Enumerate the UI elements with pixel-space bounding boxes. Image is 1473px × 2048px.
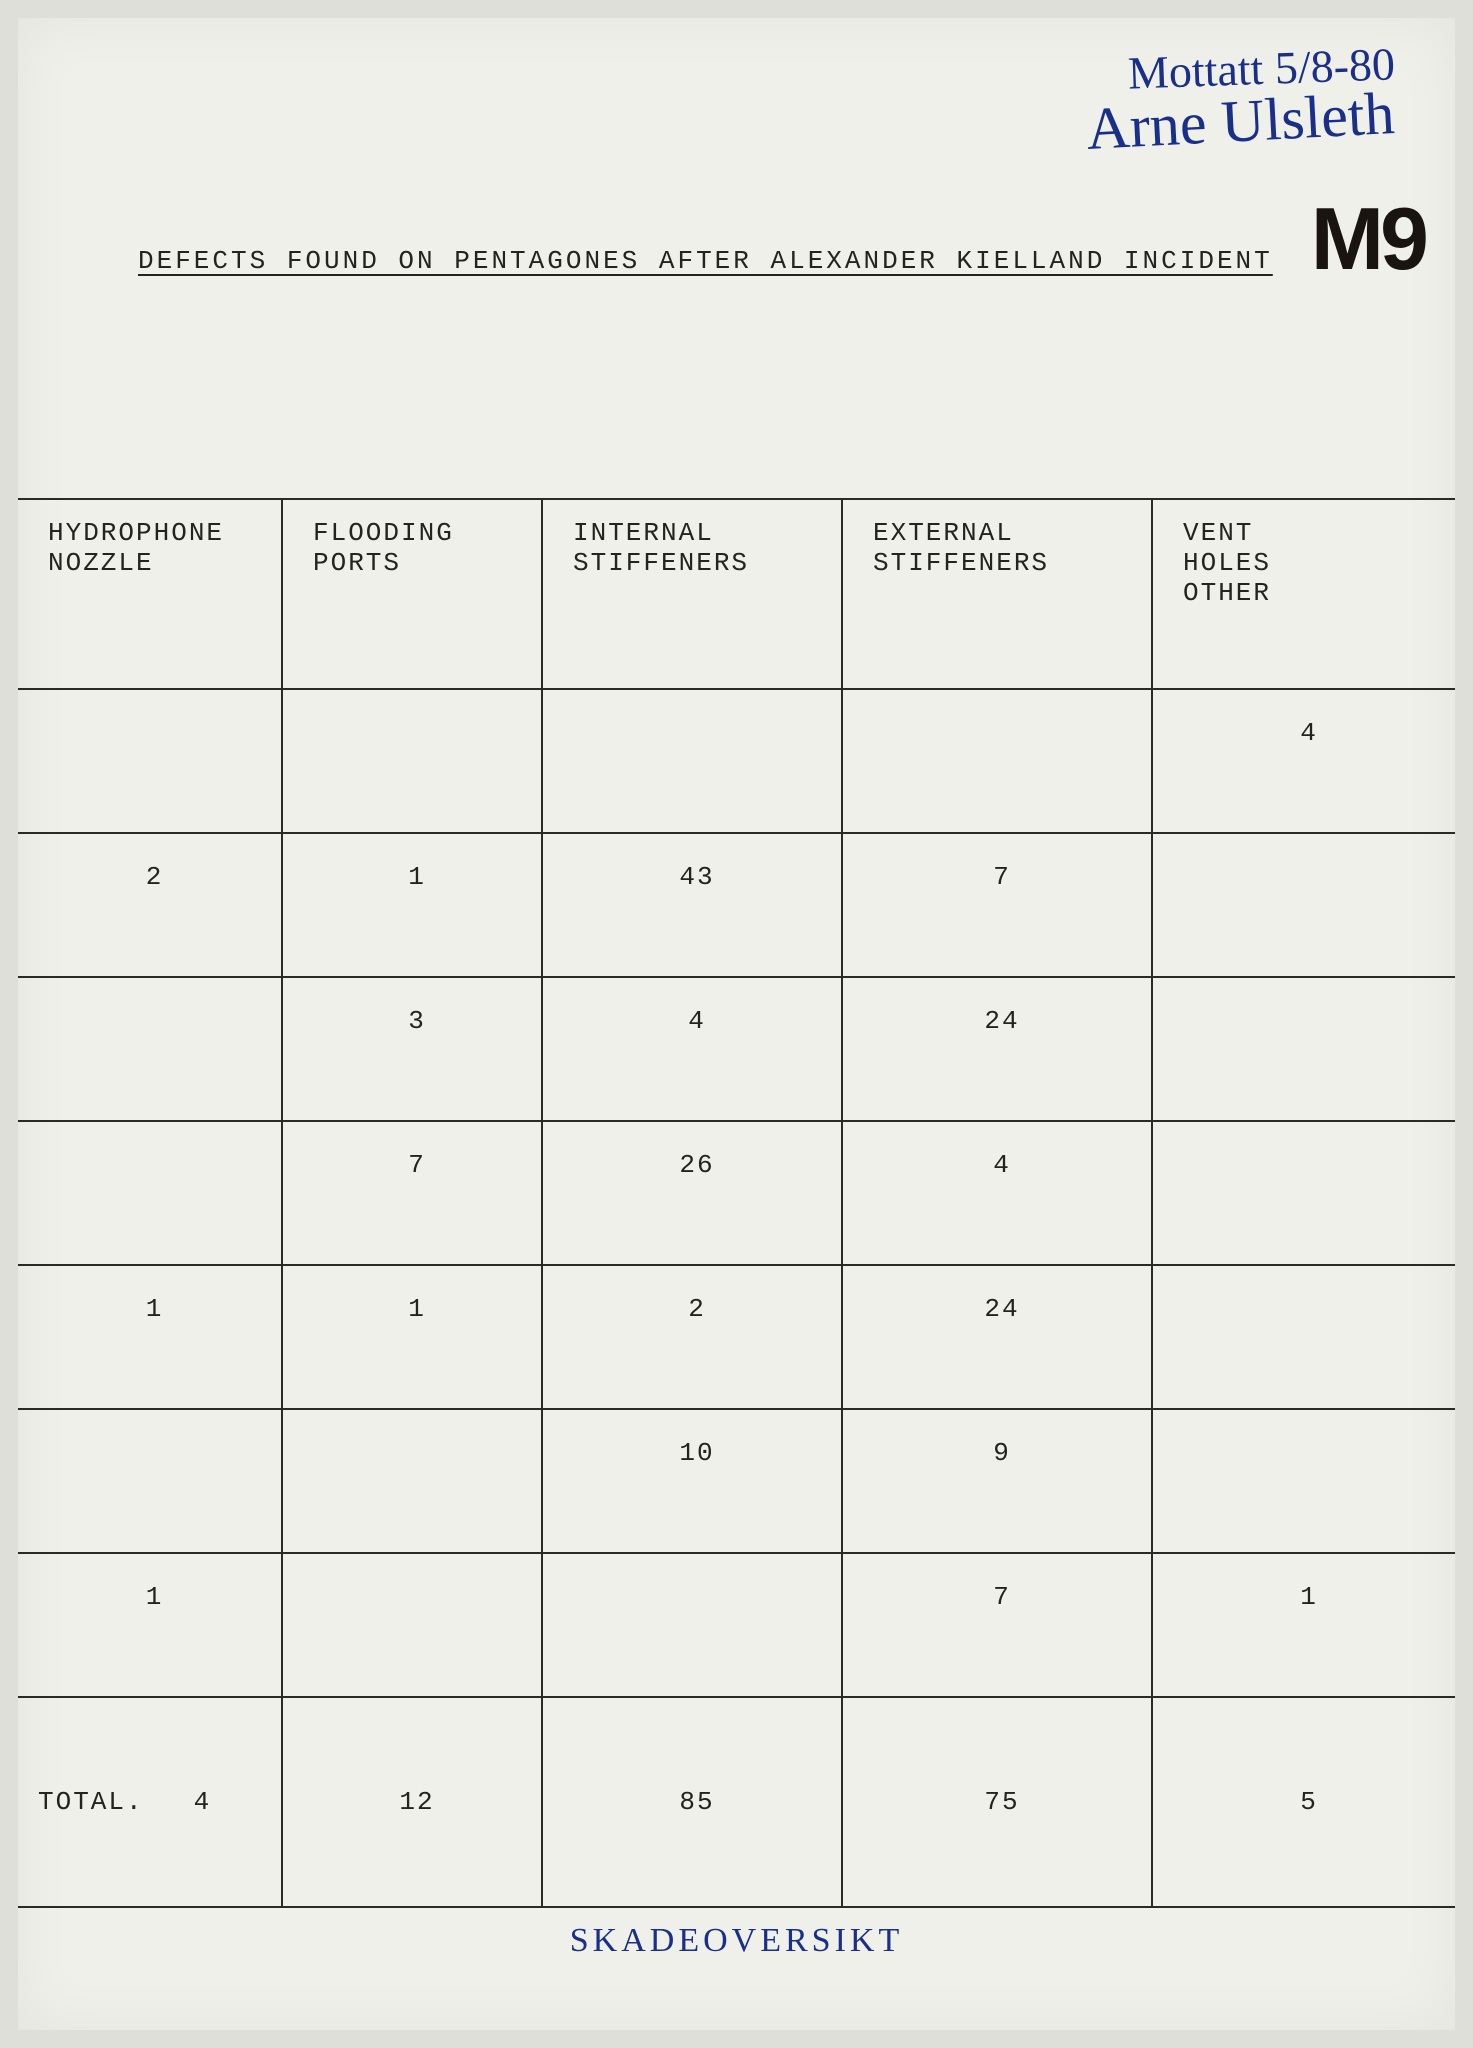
table-total-row: TOTAL. 4 12 85 75 5	[18, 1697, 1455, 1907]
cell: 43	[542, 833, 842, 977]
table-row: 3 4 24	[18, 977, 1455, 1121]
cell: 1	[18, 1265, 282, 1409]
cell	[18, 689, 282, 833]
cell: 26	[542, 1121, 842, 1265]
cell	[282, 689, 542, 833]
scanned-page: Mottatt 5/8-80 Arne Ulsleth M9 DEFECTS F…	[18, 18, 1455, 2030]
table-row: 1 7 1	[18, 1553, 1455, 1697]
header-hydrophone-nozzle: HYDROPHONE NOZZLE	[18, 499, 282, 689]
cell	[282, 1553, 542, 1697]
document-marker: M9	[1311, 188, 1425, 290]
header-internal-stiffeners: INTERNAL STIFFENERS	[542, 499, 842, 689]
total-hydrophone: 4	[194, 1787, 212, 1817]
cell	[1152, 977, 1455, 1121]
cell: 7	[842, 833, 1152, 977]
cell: 1	[282, 1265, 542, 1409]
cell: 4	[1152, 689, 1455, 833]
total-external: 75	[842, 1697, 1152, 1907]
cell: 1	[18, 1553, 282, 1697]
total-internal: 85	[542, 1697, 842, 1907]
handwritten-footer: SKADEOVERSIKT	[18, 1922, 1455, 1960]
cell	[18, 977, 282, 1121]
table-row: 1 1 2 24	[18, 1265, 1455, 1409]
cell: 4	[842, 1121, 1152, 1265]
handwritten-header: Mottatt 5/8-80 Arne Ulsleth	[895, 48, 1395, 165]
defects-table-wrap: HYDROPHONE NOZZLE FLOODING PORTS INTERNA…	[18, 498, 1455, 1908]
header-flooding-ports: FLOODING PORTS	[282, 499, 542, 689]
cell: 4	[542, 977, 842, 1121]
total-vent: 5	[1152, 1697, 1455, 1907]
cell	[282, 1409, 542, 1553]
cell	[18, 1121, 282, 1265]
cell: 7	[842, 1553, 1152, 1697]
cell	[1152, 1121, 1455, 1265]
cell: 24	[842, 1265, 1152, 1409]
cell	[1152, 833, 1455, 977]
cell: 10	[542, 1409, 842, 1553]
total-label-cell: TOTAL. 4	[18, 1697, 282, 1907]
cell: 3	[282, 977, 542, 1121]
cell: 7	[282, 1121, 542, 1265]
cell	[18, 1409, 282, 1553]
document-title: DEFECTS FOUND ON PENTAGONES AFTER ALEXAN…	[138, 246, 1273, 276]
cell	[1152, 1265, 1455, 1409]
cell	[542, 689, 842, 833]
table-row: 4	[18, 689, 1455, 833]
cell: 1	[1152, 1553, 1455, 1697]
cell	[842, 689, 1152, 833]
cell: 2	[18, 833, 282, 977]
cell: 1	[282, 833, 542, 977]
table-row: 10 9	[18, 1409, 1455, 1553]
cell: 2	[542, 1265, 842, 1409]
table-row: 2 1 43 7	[18, 833, 1455, 977]
cell	[1152, 1409, 1455, 1553]
cell: 9	[842, 1409, 1152, 1553]
cell	[542, 1553, 842, 1697]
header-external-stiffeners: EXTERNAL STIFFENERS	[842, 499, 1152, 689]
total-flooding: 12	[282, 1697, 542, 1907]
table-row: 7 26 4	[18, 1121, 1455, 1265]
total-label: TOTAL.	[38, 1787, 144, 1817]
table-header-row: HYDROPHONE NOZZLE FLOODING PORTS INTERNA…	[18, 499, 1455, 689]
cell: 24	[842, 977, 1152, 1121]
header-vent-holes-other: VENT HOLES OTHER	[1152, 499, 1455, 689]
defects-table: HYDROPHONE NOZZLE FLOODING PORTS INTERNA…	[18, 498, 1455, 1908]
